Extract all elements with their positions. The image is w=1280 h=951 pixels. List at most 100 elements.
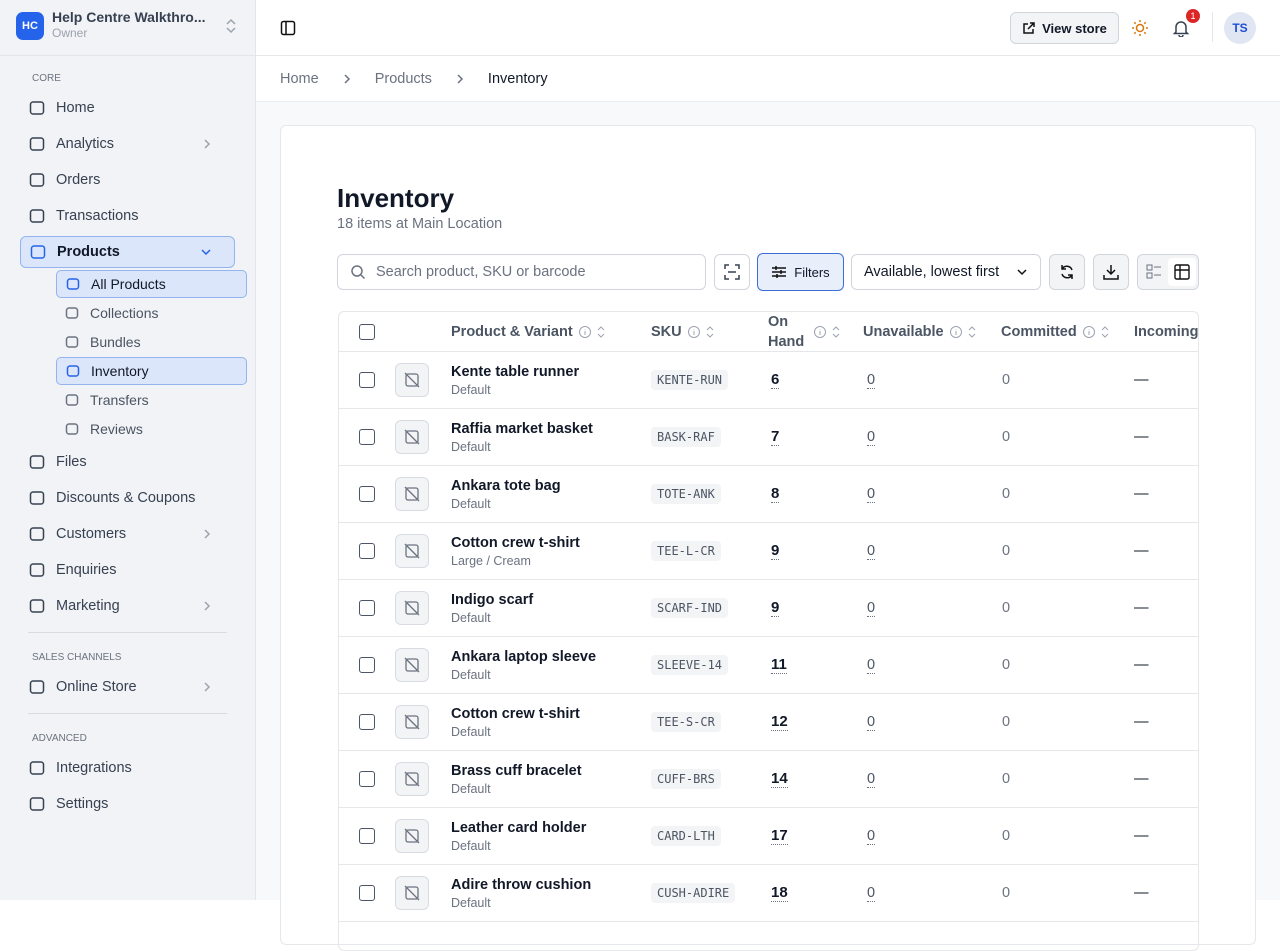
nav-label: Discounts & Coupons: [56, 490, 195, 506]
column-label: Committed: [1001, 324, 1077, 340]
nav-item[interactable]: Marketing: [20, 588, 235, 624]
view-store-button[interactable]: View store: [1010, 12, 1119, 44]
avatar[interactable]: TS: [1224, 12, 1256, 44]
breadcrumb[interactable]: Home: [280, 71, 319, 87]
row-checkbox[interactable]: [359, 486, 375, 502]
product-name[interactable]: Brass cuff bracelet: [451, 763, 651, 779]
on-hand[interactable]: 17: [771, 827, 788, 845]
unavailable[interactable]: 0: [867, 828, 875, 845]
row-checkbox[interactable]: [359, 429, 375, 445]
store-switcher[interactable]: HC Help Centre Walkthro... Owner: [0, 0, 255, 56]
unavailable[interactable]: 0: [867, 771, 875, 788]
sub-nav-item[interactable]: Reviews: [56, 415, 247, 443]
nav-item[interactable]: Settings: [20, 786, 235, 822]
unavailable[interactable]: 0: [867, 885, 875, 902]
nav-item[interactable]: Files: [20, 444, 235, 480]
nav-item[interactable]: Products: [20, 236, 235, 268]
search-input[interactable]: Search product, SKU or barcode: [337, 254, 706, 290]
nav-icon: [28, 135, 46, 153]
row-checkbox[interactable]: [359, 657, 375, 673]
column-header[interactable]: Unavailable: [863, 324, 1001, 340]
on-hand[interactable]: 18: [771, 884, 788, 902]
sub-nav-item[interactable]: All Products: [56, 270, 247, 298]
product-name[interactable]: Raffia market basket: [451, 421, 651, 437]
notifications-button[interactable]: [1172, 19, 1190, 37]
product-name[interactable]: Leather card holder: [451, 820, 651, 836]
sort-select[interactable]: Available, lowest first: [851, 254, 1041, 290]
nav-item[interactable]: Analytics: [20, 126, 235, 162]
product-name[interactable]: Adire throw cushion: [451, 877, 651, 893]
unavailable[interactable]: 0: [867, 543, 875, 560]
unavailable[interactable]: 0: [867, 429, 875, 446]
sub-nav-item[interactable]: Collections: [56, 299, 247, 327]
cell: [339, 543, 395, 559]
nav-item[interactable]: Online Store: [20, 669, 235, 705]
on-hand[interactable]: 6: [771, 371, 779, 389]
nav-item[interactable]: Enquiries: [20, 552, 235, 588]
column-header[interactable]: Product & Variant: [451, 324, 651, 340]
switch-icon: [224, 16, 238, 36]
row-checkbox[interactable]: [359, 543, 375, 559]
store-role: Owner: [52, 26, 87, 40]
nav-item[interactable]: Home: [20, 90, 235, 126]
on-hand[interactable]: 9: [771, 599, 779, 617]
row-checkbox[interactable]: [359, 885, 375, 901]
row-checkbox[interactable]: [359, 828, 375, 844]
nav-item[interactable]: Customers: [20, 516, 235, 552]
product-name[interactable]: Ankara tote bag: [451, 478, 651, 494]
column-header[interactable]: On Hand: [768, 312, 863, 352]
on-hand[interactable]: 9: [771, 542, 779, 560]
refresh-button[interactable]: [1049, 254, 1085, 290]
unavailable[interactable]: 0: [867, 486, 875, 503]
nav-item[interactable]: Discounts & Coupons: [20, 480, 235, 516]
on-hand[interactable]: 14: [771, 770, 788, 788]
nav-item[interactable]: Transactions: [20, 198, 235, 234]
row-checkbox[interactable]: [359, 714, 375, 730]
row-checkbox[interactable]: [359, 372, 375, 388]
breadcrumb[interactable]: Products: [375, 71, 432, 87]
row-checkbox[interactable]: [359, 600, 375, 616]
on-hand[interactable]: 12: [771, 713, 788, 731]
filters-button[interactable]: Filters: [757, 253, 844, 291]
product-name[interactable]: Ankara laptop sleeve: [451, 649, 651, 665]
product-name[interactable]: Cotton crew t-shirt: [451, 535, 651, 551]
export-button[interactable]: [1093, 254, 1129, 290]
sub-nav-item[interactable]: Inventory: [56, 357, 247, 385]
unavailable[interactable]: 0: [867, 714, 875, 731]
sub-nav-item[interactable]: Transfers: [56, 386, 247, 414]
nav-item[interactable]: Orders: [20, 162, 235, 198]
header-checkbox[interactable]: [359, 324, 375, 340]
product-name[interactable]: Indigo scarf: [451, 592, 651, 608]
product-thumbnail: [395, 819, 429, 853]
table-view[interactable]: [1168, 258, 1196, 286]
sub-nav-item[interactable]: Bundles: [56, 328, 247, 356]
list-view[interactable]: [1140, 258, 1168, 286]
nav-label: Files: [56, 454, 87, 470]
sidebar-toggle[interactable]: [280, 20, 296, 36]
cell: [395, 363, 451, 397]
cell: [339, 657, 395, 673]
column-header[interactable]: SKU: [651, 324, 768, 340]
sub-nav-label: Reviews: [90, 421, 143, 437]
sort-label: Available, lowest first: [864, 264, 999, 280]
theme-toggle[interactable]: [1131, 19, 1149, 37]
on-hand[interactable]: 8: [771, 485, 779, 503]
scan-button[interactable]: [714, 254, 750, 290]
unavailable[interactable]: 0: [867, 657, 875, 674]
view-toggle: [1137, 254, 1199, 290]
product-name[interactable]: Cotton crew t-shirt: [451, 706, 651, 722]
nav-item[interactable]: Integrations: [20, 750, 235, 786]
page-subtitle: 18 items at Main Location: [337, 216, 502, 232]
on-hand[interactable]: 11: [771, 656, 787, 674]
column-header[interactable]: Committed: [1001, 324, 1134, 340]
no-image-icon: [404, 486, 420, 502]
unavailable[interactable]: 0: [867, 600, 875, 617]
on-hand[interactable]: 7: [771, 428, 779, 446]
row-checkbox[interactable]: [359, 771, 375, 787]
unavailable[interactable]: 0: [867, 372, 875, 389]
product-name[interactable]: Kente table runner: [451, 364, 651, 380]
